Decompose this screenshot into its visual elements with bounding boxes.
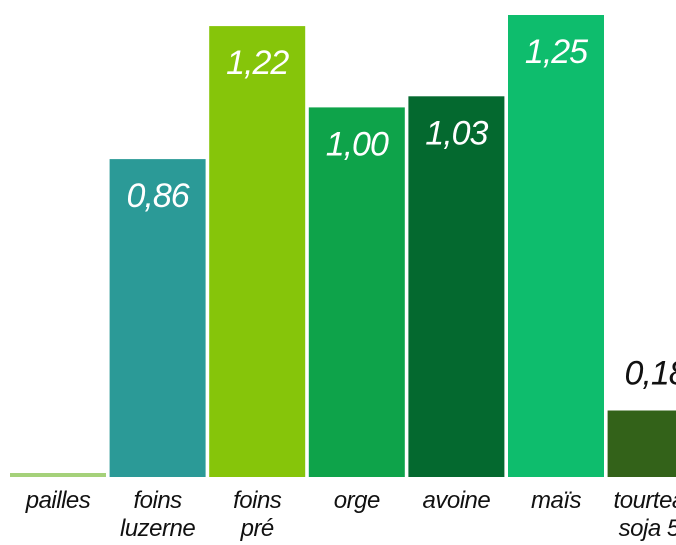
category-label-1: foins luzerne (120, 487, 195, 542)
value-label-2: 1,22 (226, 44, 289, 82)
bars-group (10, 15, 676, 478)
category-label-line: avoine (423, 487, 491, 514)
category-label-2: foins pré (233, 487, 282, 542)
category-label-4: avoine (423, 487, 491, 514)
category-label-6: tourteausoja 50 (614, 487, 676, 542)
value-label-1: 0,86 (127, 177, 190, 215)
bar-1 (109, 159, 206, 477)
value-label-6: 0,18 (625, 355, 676, 393)
category-label-line: foins (133, 487, 182, 514)
category-label-line: pré (240, 515, 274, 542)
bar-6 (607, 410, 676, 477)
category-label-0: pailles (25, 487, 91, 514)
value-label-4: 1,03 (425, 114, 488, 152)
category-label-3: orge (334, 487, 380, 514)
bar-4 (408, 96, 505, 478)
category-label-line: luzerne (120, 515, 195, 542)
value-label-3: 1,00 (326, 125, 389, 163)
category-label-line: tourteau (614, 487, 676, 514)
category-label-line: soja 50 (619, 515, 676, 542)
bar-3 (308, 107, 405, 478)
category-label-line: maïs (531, 487, 582, 514)
category-label-line: foins (233, 487, 282, 514)
bar-2 (209, 26, 306, 477)
category-label-5: maïs (531, 487, 582, 514)
value-label-5: 1,25 (525, 33, 588, 71)
category-label-line: pailles (25, 487, 91, 514)
bar-0 (10, 473, 106, 477)
category-label-line: orge (334, 487, 380, 514)
value-labels-group: 0,86 1,22 1,00 1,03 1,25 0,18 (127, 33, 676, 393)
bar-5 (508, 15, 604, 477)
